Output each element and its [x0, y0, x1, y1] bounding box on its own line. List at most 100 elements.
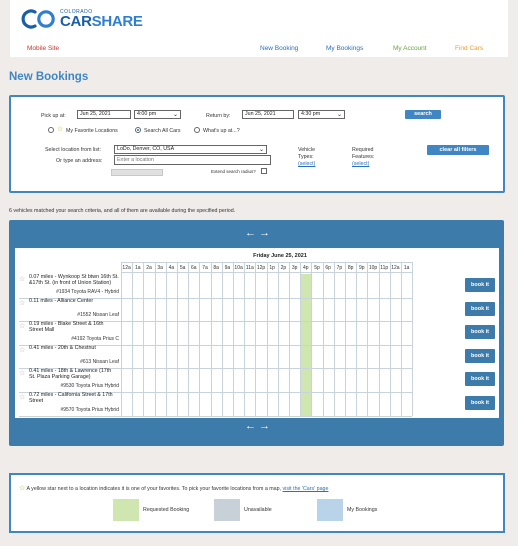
grid-hline [121, 272, 413, 273]
vehicle-name: #1552 Nissan Leaf [77, 312, 119, 319]
arrow-right-icon[interactable]: → [259, 227, 273, 239]
pickup-date-input[interactable]: Jun 25, 2021 [77, 110, 131, 119]
book-it-button[interactable]: book it [465, 348, 495, 363]
arrow-left-icon[interactable]: ← [245, 420, 259, 432]
favorite-star-icon[interactable]: ☆ [19, 346, 26, 354]
book-it-button[interactable]: book it [465, 396, 495, 410]
vehicle-name: #9570 Toyota Prius Hybrid [60, 406, 119, 413]
grid-vline [266, 262, 268, 416]
hour-label: 9p [359, 265, 365, 271]
chevron-down-icon: ⌄ [172, 112, 178, 118]
chevron-down-icon: ⌄ [336, 112, 342, 118]
cars-page-link[interactable]: visit the 'Cars' page [282, 486, 329, 492]
hour-label: 1a [403, 265, 410, 271]
features-select-link[interactable]: (select) [352, 161, 370, 167]
hour-label: 8p [347, 265, 354, 271]
logo[interactable]: COLORADO CARSHARE [20, 6, 143, 32]
grid-vline [333, 262, 335, 416]
location-select[interactable]: LoDo, Denver, CO, USA ⌄ [114, 145, 267, 154]
hour-label: 9a [224, 265, 231, 271]
nav-my-bookings[interactable]: My Bookings [326, 45, 364, 52]
favorite-star-icon[interactable]: ☆ [19, 299, 26, 307]
book-it-button[interactable]: book it [465, 278, 495, 292]
features-label-2: Features: [352, 154, 375, 160]
radio-favorites[interactable] [48, 127, 54, 133]
hour-label: 5p [314, 265, 320, 271]
vehicle-types-label-2: Types: [298, 154, 314, 160]
grid-vline [255, 262, 257, 416]
book-it-button[interactable]: book it [465, 301, 495, 316]
radio-whats-up[interactable] [194, 127, 200, 133]
book-it-button[interactable]: book it [465, 325, 495, 340]
search-panel: Pick up at: Jun 25, 2021 4:00 pm ⌄ Retur… [9, 95, 505, 193]
pickup-label: Pick up at: [41, 113, 66, 119]
extend-radius-checkbox[interactable] [261, 168, 267, 174]
availability-grid: Friday June 25, 2021 12a 1a 2a 3a 4a 5a 6a 7a 8a… [15, 248, 499, 418]
grid-vline [277, 262, 279, 416]
clear-filters-button[interactable]: clear all filters [427, 145, 489, 155]
location-name: 0.41 miles - 18th & Lawrence (17th St. P… [29, 368, 112, 381]
return-time-select[interactable]: 4:30 pm ⌄ [298, 110, 345, 119]
pickup-time-select[interactable]: 4:00 pm ⌄ [134, 110, 181, 119]
grid-vline [143, 262, 145, 416]
grid-vline [401, 262, 402, 416]
hour-label: 12p [256, 265, 266, 271]
search-button[interactable]: search [405, 110, 441, 119]
grid-vline [121, 262, 122, 416]
grid-vline [188, 262, 190, 416]
time-nav-top: ←→ [245, 227, 273, 239]
legend-requested-swatch [113, 499, 139, 521]
hour-label: 12a [122, 265, 131, 271]
hour-label: 3p [291, 265, 298, 271]
logo-small-text: COLORADO [60, 8, 93, 15]
hour-label: 10a [234, 265, 243, 271]
grid-vline [412, 262, 414, 416]
legend-mybookings-swatch [317, 499, 343, 521]
logo-mark-icon [20, 8, 58, 30]
grid-vline [132, 262, 134, 416]
book-it-button[interactable]: book it [465, 372, 495, 387]
grid-vline [356, 262, 358, 416]
grid-vline [154, 262, 156, 416]
favorite-star-icon[interactable]: ☆ [19, 276, 26, 283]
search-progress-bar [111, 169, 163, 176]
address-input[interactable] [114, 155, 271, 165]
grid-vline [165, 262, 167, 416]
hour-label: 3a [157, 265, 163, 271]
hour-label: 6p [325, 265, 331, 271]
grid-vline [210, 262, 212, 416]
favorite-star-icon[interactable]: ☆ [19, 370, 26, 378]
location-name: 0.11 miles - Alliance Center [29, 297, 94, 304]
hour-label: 4p [303, 265, 309, 271]
vehicle-types-select-link[interactable]: (select) [298, 161, 316, 167]
legend-panel: ☆ A yellow star next to a location indic… [9, 473, 505, 533]
legend-unavailable-swatch [214, 499, 240, 521]
favorite-star-icon[interactable]: ☆ [19, 394, 26, 401]
nav-mobile-site[interactable]: Mobile Site [27, 45, 60, 52]
nav-my-account[interactable]: My Account [393, 45, 427, 52]
nav-new-booking[interactable]: New Booking [260, 45, 299, 52]
radio-search-all[interactable] [135, 127, 141, 133]
legend-unavailable-label: Unavailable [244, 507, 272, 513]
page-title: New Bookings [9, 71, 89, 83]
star-icon: ☆ [57, 126, 64, 133]
grid-vline [221, 262, 223, 416]
hour-label: 1p [269, 265, 275, 271]
grid-row-divider [19, 321, 413, 323]
arrow-left-icon[interactable]: ← [245, 227, 259, 239]
hour-label: 1a [135, 265, 141, 271]
return-date-input[interactable]: Jun 25, 2021 [242, 110, 294, 119]
arrow-right-icon[interactable]: → [259, 420, 273, 432]
grid-vline [345, 262, 346, 416]
favorite-star-icon[interactable]: ☆ [19, 323, 26, 331]
grid-vline [378, 262, 380, 416]
nav-find-cars[interactable]: Find Cars [455, 45, 484, 52]
grid-date: Friday June 25, 2021 [253, 253, 307, 259]
hour-label: 11p [380, 265, 389, 271]
site-header: COLORADO CARSHARE Mobile Site New Bookin… [10, 0, 508, 57]
grid-vline [233, 262, 234, 416]
grid-vline [389, 262, 391, 416]
hour-label: 12a [391, 265, 400, 271]
location-name: 0.72 miles - California Street & 17th St… [29, 392, 113, 404]
grid-vline [289, 262, 290, 416]
